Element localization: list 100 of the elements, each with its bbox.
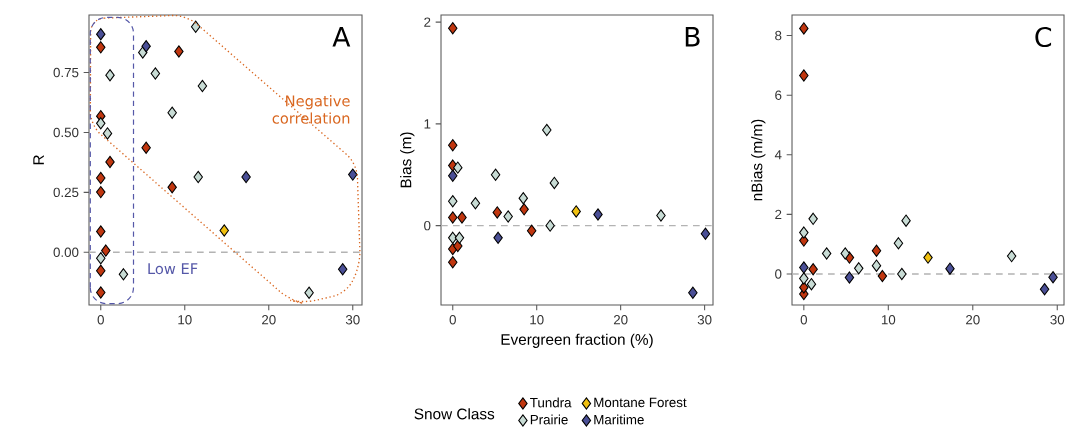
point — [688, 286, 698, 299]
point — [96, 264, 106, 277]
point — [348, 168, 358, 181]
x-tick-label: 10 — [530, 315, 544, 325]
y-tick-label: 2 — [424, 17, 431, 27]
y-tick-label: 0 — [424, 220, 431, 231]
point — [799, 261, 809, 274]
y-tick-label: 0 — [775, 269, 782, 279]
point — [571, 205, 581, 218]
point — [337, 263, 348, 276]
point — [799, 22, 809, 35]
point — [492, 206, 502, 219]
y-axis-title: Bias (m) — [400, 132, 415, 188]
point — [96, 41, 106, 54]
point — [893, 237, 904, 250]
point — [700, 227, 711, 240]
point — [545, 219, 555, 232]
point — [503, 210, 513, 223]
point — [897, 267, 907, 281]
legend-label: Montane Forest — [594, 397, 687, 408]
x-tick-label: 0 — [97, 315, 104, 325]
x-tick-label: 0 — [800, 315, 808, 325]
point — [96, 225, 106, 238]
point — [844, 271, 855, 284]
point — [150, 67, 161, 80]
y-tick-label: 8 — [775, 30, 782, 41]
legend-label: Prairie — [530, 414, 568, 425]
point — [101, 244, 111, 257]
point — [799, 272, 809, 285]
point — [167, 106, 177, 119]
point — [526, 224, 537, 237]
point — [448, 211, 458, 224]
legend-label: Maritime — [594, 414, 644, 425]
point — [448, 169, 458, 182]
x-tick-label: 10 — [178, 315, 192, 325]
point — [854, 262, 864, 275]
point — [241, 170, 251, 184]
point — [457, 211, 467, 224]
point — [808, 212, 818, 225]
point — [490, 168, 501, 181]
point — [197, 79, 208, 93]
point — [174, 45, 184, 58]
point — [141, 141, 151, 154]
point — [96, 28, 106, 41]
point — [448, 22, 458, 35]
point — [102, 127, 113, 140]
point — [96, 185, 106, 199]
point — [493, 231, 503, 244]
point — [877, 269, 888, 283]
point — [871, 259, 882, 272]
point — [454, 231, 465, 244]
point — [141, 40, 151, 53]
point — [1006, 249, 1017, 263]
point — [923, 251, 933, 264]
point — [167, 181, 177, 194]
point — [448, 195, 458, 208]
annotation: C — [1035, 26, 1052, 48]
point — [518, 192, 529, 205]
point — [901, 214, 911, 227]
point — [1039, 283, 1050, 296]
point — [96, 286, 106, 299]
point — [453, 239, 463, 253]
point — [448, 256, 458, 269]
point — [304, 286, 314, 299]
y-tick-label: 1 — [424, 119, 431, 129]
point — [806, 277, 817, 291]
point — [656, 209, 666, 222]
point — [105, 69, 115, 82]
point — [799, 69, 809, 82]
point — [549, 176, 560, 190]
point — [799, 281, 809, 294]
point — [105, 155, 115, 169]
point — [118, 268, 129, 281]
point — [470, 197, 481, 210]
y-tick-label: 4 — [774, 150, 782, 160]
point — [840, 247, 850, 260]
x-tick-label: 0 — [449, 315, 456, 325]
y-tick-label: 2 — [775, 209, 782, 220]
point — [593, 208, 603, 221]
point — [808, 263, 818, 276]
point — [190, 20, 201, 33]
y-tick-label: 6 — [775, 90, 782, 100]
y-axis-title: nBias (m/m) — [751, 119, 766, 201]
x-tick-label: 30 — [1050, 315, 1065, 325]
point — [96, 252, 106, 265]
annotation: Negative correlation — [272, 95, 350, 124]
annotation: Low EF — [148, 263, 198, 275]
x-tick-label: 30 — [697, 315, 712, 325]
x-tick-label: 20 — [262, 315, 276, 325]
x-axis-title: Evergreen fraction (%) — [501, 333, 653, 348]
x-tick-label: 30 — [345, 315, 360, 325]
point — [219, 224, 229, 237]
x-tick-label: 20 — [966, 315, 980, 325]
x-tick-label: 20 — [613, 315, 628, 325]
annotation: A — [332, 26, 351, 47]
y-tick-label: 0.50 — [53, 127, 79, 138]
point — [542, 123, 552, 137]
y-axis-title: R — [33, 155, 44, 165]
point — [96, 117, 106, 130]
point — [448, 139, 458, 152]
